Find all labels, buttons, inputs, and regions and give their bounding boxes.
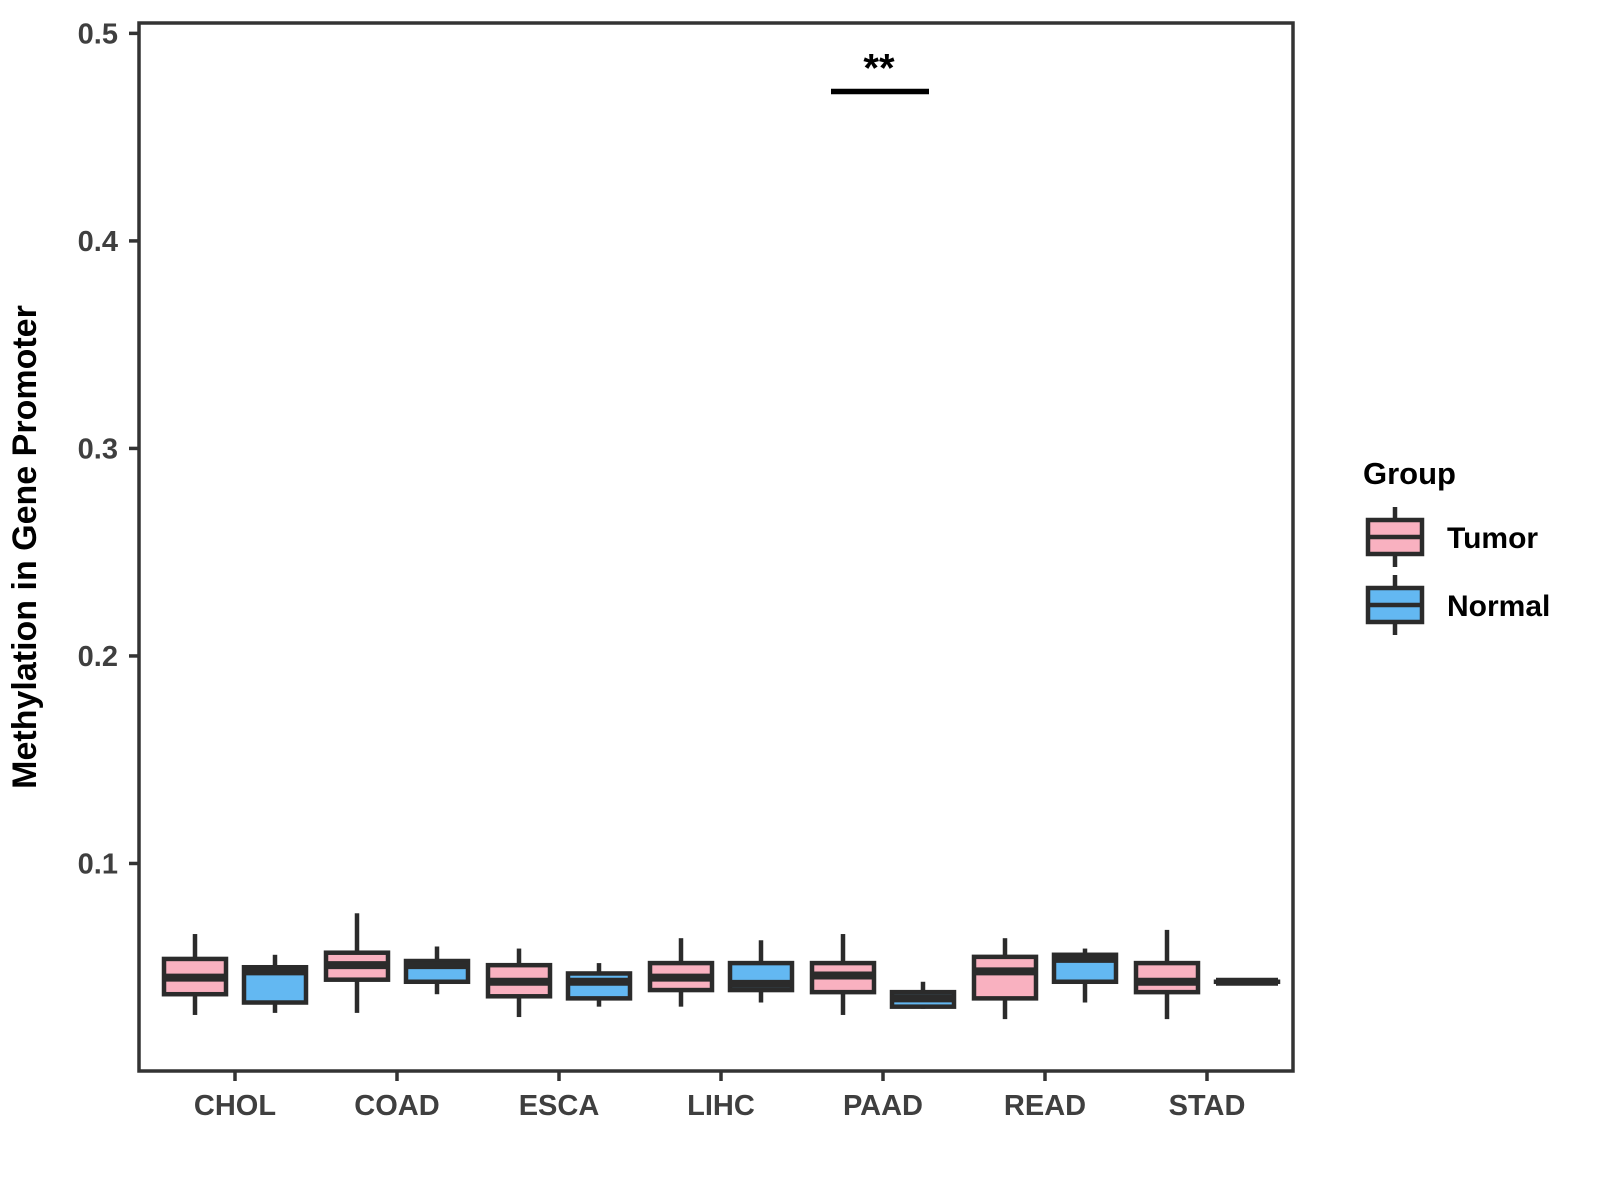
legend: Group Tumor Normal	[1363, 456, 1550, 635]
x-tick-label-lihc: LIHC	[687, 1090, 755, 1122]
x-tick-label-coad: COAD	[354, 1090, 439, 1122]
x-tick-label-esca: ESCA	[519, 1090, 600, 1122]
boxplot-tumor-esca	[485, 948, 553, 1018]
x-tick-label-paad: PAAD	[843, 1090, 923, 1122]
legend-label-normal: Normal	[1447, 590, 1550, 623]
y-tick-label: 0.2	[78, 641, 118, 673]
significance-label-paad: **	[863, 46, 895, 90]
boxplot-tumor-paad	[809, 934, 877, 1015]
boxplot-normal-esca	[565, 963, 633, 1007]
boxplot-normal-read	[1051, 948, 1119, 1003]
legend-key-normal: Normal	[1365, 575, 1550, 635]
legend-title: Group	[1363, 456, 1456, 491]
boxplot-normal-paad	[889, 981, 957, 1009]
legend-key-tumor: Tumor	[1365, 507, 1538, 567]
x-tick-label-read: READ	[1004, 1090, 1086, 1122]
boxplot-tumor-stad	[1133, 929, 1201, 1020]
y-axis-title: Methylation in Gene Promoter	[6, 305, 44, 789]
boxplot-tumor-chol	[161, 934, 229, 1015]
y-tick-label: 0.5	[78, 18, 118, 50]
boxplot-tumor-lihc	[647, 938, 715, 1007]
plot-panel	[137, 21, 1295, 1073]
box	[565, 971, 633, 1001]
box	[971, 954, 1039, 1001]
y-tick-label: 0.1	[78, 848, 118, 880]
boxplot-normal-lihc	[727, 940, 795, 1003]
y-tick-label: 0.4	[78, 226, 118, 258]
boxplot-tumor-coad	[323, 913, 391, 1013]
y-tick-label: 0.3	[78, 433, 118, 465]
boxplot-normal-coad	[403, 946, 471, 995]
boxplot-normal-chol	[241, 954, 309, 1013]
boxplot-tumor-read	[971, 938, 1039, 1020]
legend-label-tumor: Tumor	[1447, 522, 1538, 555]
x-tick-label-chol: CHOL	[194, 1090, 276, 1122]
box	[1133, 960, 1201, 995]
x-tick-label-stad: STAD	[1169, 1090, 1246, 1122]
